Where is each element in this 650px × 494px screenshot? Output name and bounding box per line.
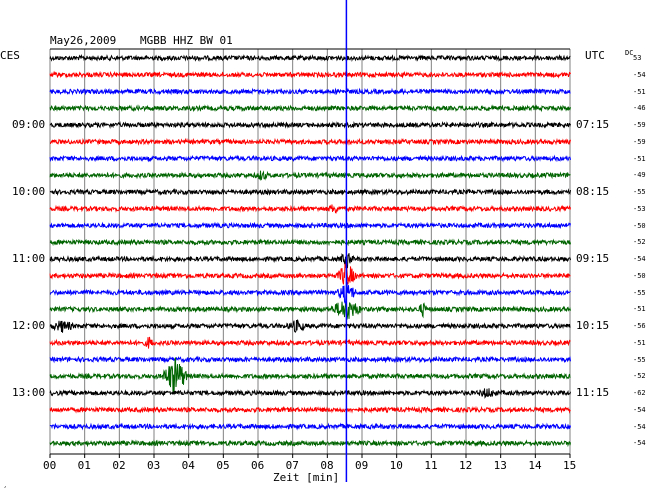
- trace-row-21: [49, 405, 571, 414]
- x-tick-label: 01: [77, 459, 91, 472]
- trace-row-15: [49, 300, 571, 320]
- x-tick-label: 14: [528, 459, 542, 472]
- x-tick-label: 05: [216, 459, 230, 472]
- trace-row-17: [49, 336, 571, 349]
- trace-row-13: [49, 263, 571, 285]
- dc-offset-label: -55: [633, 188, 646, 196]
- dc-offset-label: -54: [633, 70, 646, 79]
- trace-row-16: [49, 319, 571, 333]
- left-time-label: 12:00: [12, 319, 46, 332]
- right-time-label: 07:15: [576, 118, 610, 131]
- header-date: May26,2009: [50, 34, 117, 47]
- header-station: MGBB HHZ BW 01: [140, 34, 233, 47]
- dc-offset-label: -46: [633, 104, 646, 113]
- trace-row-8: [49, 187, 571, 197]
- trace-row-5: [50, 137, 571, 146]
- x-tick-label: 03: [147, 459, 161, 472]
- trace-row-22: [49, 422, 571, 431]
- dc-offset-label: -59: [633, 137, 646, 146]
- dc-offset-label: -52: [633, 238, 646, 247]
- trace-row-19: [49, 357, 571, 395]
- trace-row-9: [49, 204, 571, 214]
- dc-offset-label: -54: [633, 439, 646, 448]
- trace-row-14: [49, 281, 571, 304]
- dc-offset-label: -50: [633, 221, 646, 230]
- x-tick-label: 00: [43, 459, 57, 472]
- x-tick-label: 08: [320, 459, 334, 472]
- left-time-label: 10:00: [12, 185, 46, 198]
- dc-offset-label: -49: [633, 171, 646, 180]
- x-tick-label: 10: [389, 459, 403, 472]
- trace-row-2: [49, 87, 571, 96]
- x-tick-label: 02: [112, 459, 126, 472]
- dc-offset-label: -55: [633, 355, 646, 364]
- right-time-label: 10:15: [576, 319, 610, 332]
- dc-offset-label: -54: [633, 422, 646, 431]
- corner-mark: ¸: [3, 480, 8, 488]
- dc-offset-label: -50: [633, 271, 646, 280]
- trace-row-6: [49, 154, 571, 163]
- x-tick-label: 11: [424, 459, 438, 472]
- x-tick-label: 13: [493, 459, 507, 472]
- dc-offset-label: -54: [633, 255, 646, 263]
- right-time-label: 11:15: [576, 386, 610, 399]
- trace-row-11: [49, 238, 571, 247]
- right-time-label: 09:15: [576, 252, 610, 265]
- trace-row-4: [49, 120, 571, 130]
- trace-row-7: [49, 170, 571, 181]
- dc-offset-label: -62: [633, 389, 646, 397]
- dc-offset-label: -53: [633, 204, 646, 213]
- trace-row-18: [49, 355, 571, 364]
- x-tick-label: 06: [251, 459, 265, 472]
- trace-row-1: [49, 70, 571, 79]
- x-tick-label: 15: [563, 459, 577, 472]
- dc-offset-label: 53: [633, 54, 642, 62]
- trace-row-23: [49, 439, 571, 448]
- minute-grid: [49, 48, 571, 455]
- dc-offset-label: -51: [633, 305, 646, 314]
- dc-offset-label: -52: [633, 372, 646, 381]
- dc-offset-label: -54: [633, 405, 646, 414]
- trace-row-10: [49, 221, 571, 230]
- right-timezone: UTC: [585, 49, 605, 62]
- x-tick-label: 12: [459, 459, 473, 472]
- seismic-traces: [49, 53, 571, 448]
- dc-offset-label: -51: [633, 154, 646, 163]
- left-timezone: CES: [0, 49, 20, 62]
- x-tick-label: 07: [285, 459, 299, 472]
- right-time-label: 08:15: [576, 185, 610, 198]
- dc-offset-label: -59: [633, 121, 646, 129]
- x-axis-ticks: [49, 454, 571, 458]
- dc-offset-label: -56: [633, 322, 646, 330]
- trace-row-20: [49, 388, 571, 399]
- trace-row-0: [49, 53, 571, 62]
- x-tick-label: 09: [355, 459, 369, 472]
- left-time-label: 11:00: [12, 252, 46, 265]
- dc-offset-label: -55: [633, 288, 646, 297]
- x-tick-label: 04: [181, 459, 195, 472]
- left-time-label: 13:00: [12, 386, 46, 399]
- x-axis-label: Zeit [min]: [273, 471, 340, 484]
- dc-offset-label: -51: [633, 338, 646, 347]
- dc-offset-label: -51: [633, 87, 646, 96]
- dc-header: DC: [625, 49, 634, 57]
- trace-row-12: [49, 252, 571, 271]
- left-time-label: 09:00: [12, 118, 46, 131]
- trace-row-3: [49, 104, 571, 113]
